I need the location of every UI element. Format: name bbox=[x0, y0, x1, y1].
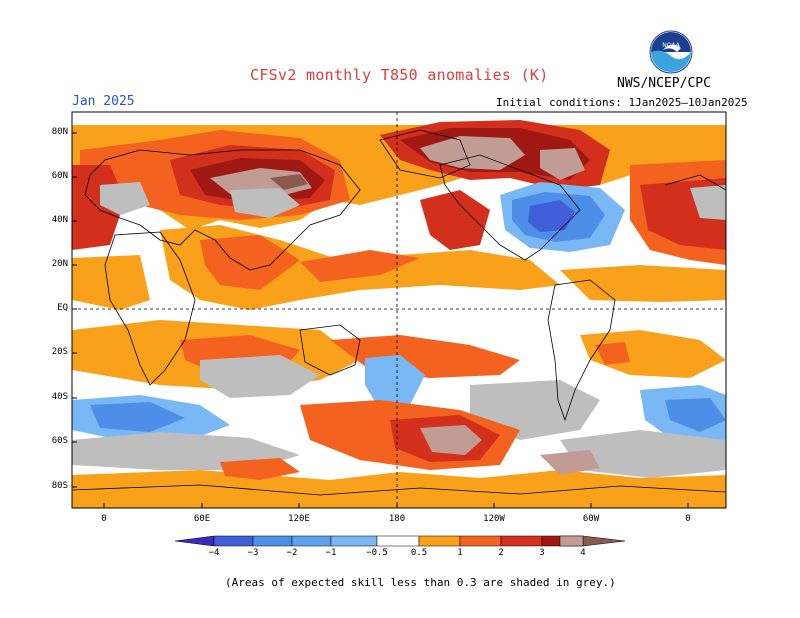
colorbar-label: −3 bbox=[247, 548, 259, 558]
warm-anomaly-region bbox=[420, 136, 525, 170]
warm-anomaly-region bbox=[300, 250, 420, 282]
colorbar-swatch bbox=[330, 535, 378, 547]
colorbar-swatch bbox=[213, 535, 254, 547]
warm-anomaly-region bbox=[560, 265, 726, 302]
axis-ticks bbox=[72, 132, 689, 508]
lat-label: EQ bbox=[57, 303, 68, 313]
colorbar-swatch bbox=[291, 535, 332, 547]
agency-label: NWS/NCEP/CPC bbox=[617, 76, 711, 91]
warm-anomaly-region bbox=[200, 235, 300, 290]
colorbar-swatch bbox=[252, 535, 293, 547]
lat-label: 20N bbox=[51, 259, 68, 269]
warm-anomaly-region bbox=[270, 174, 308, 190]
cold-anomaly-region bbox=[90, 402, 185, 432]
lon-label: 120E bbox=[288, 514, 310, 524]
cold-anomaly-region bbox=[665, 398, 726, 432]
low-skill-region bbox=[100, 182, 150, 215]
chart-title: CFSv2 monthly T850 anomalies (K) bbox=[250, 66, 549, 84]
lat-label: 60S bbox=[51, 436, 68, 446]
lat-label: 80S bbox=[51, 481, 68, 491]
colorbar bbox=[174, 535, 626, 547]
cold-anomaly-region bbox=[365, 355, 425, 410]
warm-anomaly-region bbox=[72, 470, 726, 508]
initial-conditions: Initial conditions: 1Jan2025–10Jan2025 bbox=[496, 96, 748, 109]
warm-anomaly-region bbox=[420, 190, 490, 250]
map-frame bbox=[71, 111, 727, 509]
colorbar-label: −4 bbox=[208, 548, 220, 558]
lon-label: 0 bbox=[685, 514, 691, 524]
colorbar-label: 3 bbox=[539, 548, 545, 558]
colorbar-swatch bbox=[418, 535, 461, 547]
lat-label: 40S bbox=[51, 392, 68, 402]
lat-label: 80N bbox=[51, 127, 68, 137]
lat-label: 20S bbox=[51, 347, 68, 357]
colorbar-swatch bbox=[376, 535, 420, 547]
colorbar-swatch bbox=[500, 535, 543, 547]
noaa-logo-text: NOAA bbox=[662, 42, 680, 49]
colorbar-label: 1 bbox=[457, 548, 463, 558]
colorbar-swatch bbox=[174, 535, 215, 547]
lon-label: 120W bbox=[483, 514, 505, 524]
colorbar-label: 4 bbox=[580, 548, 586, 558]
cold-anomaly-region bbox=[528, 200, 575, 232]
lon-label: 180 bbox=[388, 514, 406, 524]
lon-label: 60W bbox=[582, 514, 600, 524]
warm-anomaly-region bbox=[580, 330, 726, 378]
noaa-logo-icon: NOAA bbox=[649, 30, 693, 74]
warm-anomaly-region bbox=[220, 458, 300, 480]
lat-label: 40N bbox=[51, 215, 68, 225]
lat-label: 60N bbox=[51, 171, 68, 181]
low-skill-region bbox=[560, 430, 726, 478]
warm-anomaly-region bbox=[540, 450, 600, 475]
warm-anomaly-region bbox=[420, 425, 482, 455]
warm-anomaly-region bbox=[540, 148, 585, 180]
coastlines bbox=[72, 129, 726, 496]
colorbar-label: −1 bbox=[325, 548, 337, 558]
lon-label: 60E bbox=[193, 514, 211, 524]
colorbar-swatch bbox=[582, 535, 626, 547]
footnote: (Areas of expected skill less than 0.3 a… bbox=[225, 576, 616, 589]
colorbar-swatch bbox=[459, 535, 502, 547]
low-skill-region bbox=[690, 185, 726, 220]
warm-anomaly-region bbox=[595, 342, 630, 365]
warm-anomaly-region bbox=[72, 255, 150, 310]
forecast-month: Jan 2025 bbox=[72, 94, 135, 109]
colorbar-label: 2 bbox=[498, 548, 504, 558]
colorbar-label: −0.5 bbox=[366, 548, 388, 558]
low-skill-region bbox=[230, 188, 300, 218]
low-skill-region bbox=[200, 355, 320, 398]
colorbar-label: 0.5 bbox=[410, 548, 428, 558]
colorbar-label: −2 bbox=[286, 548, 298, 558]
lon-label: 0 bbox=[101, 514, 107, 524]
colorbar-swatch bbox=[559, 535, 584, 547]
